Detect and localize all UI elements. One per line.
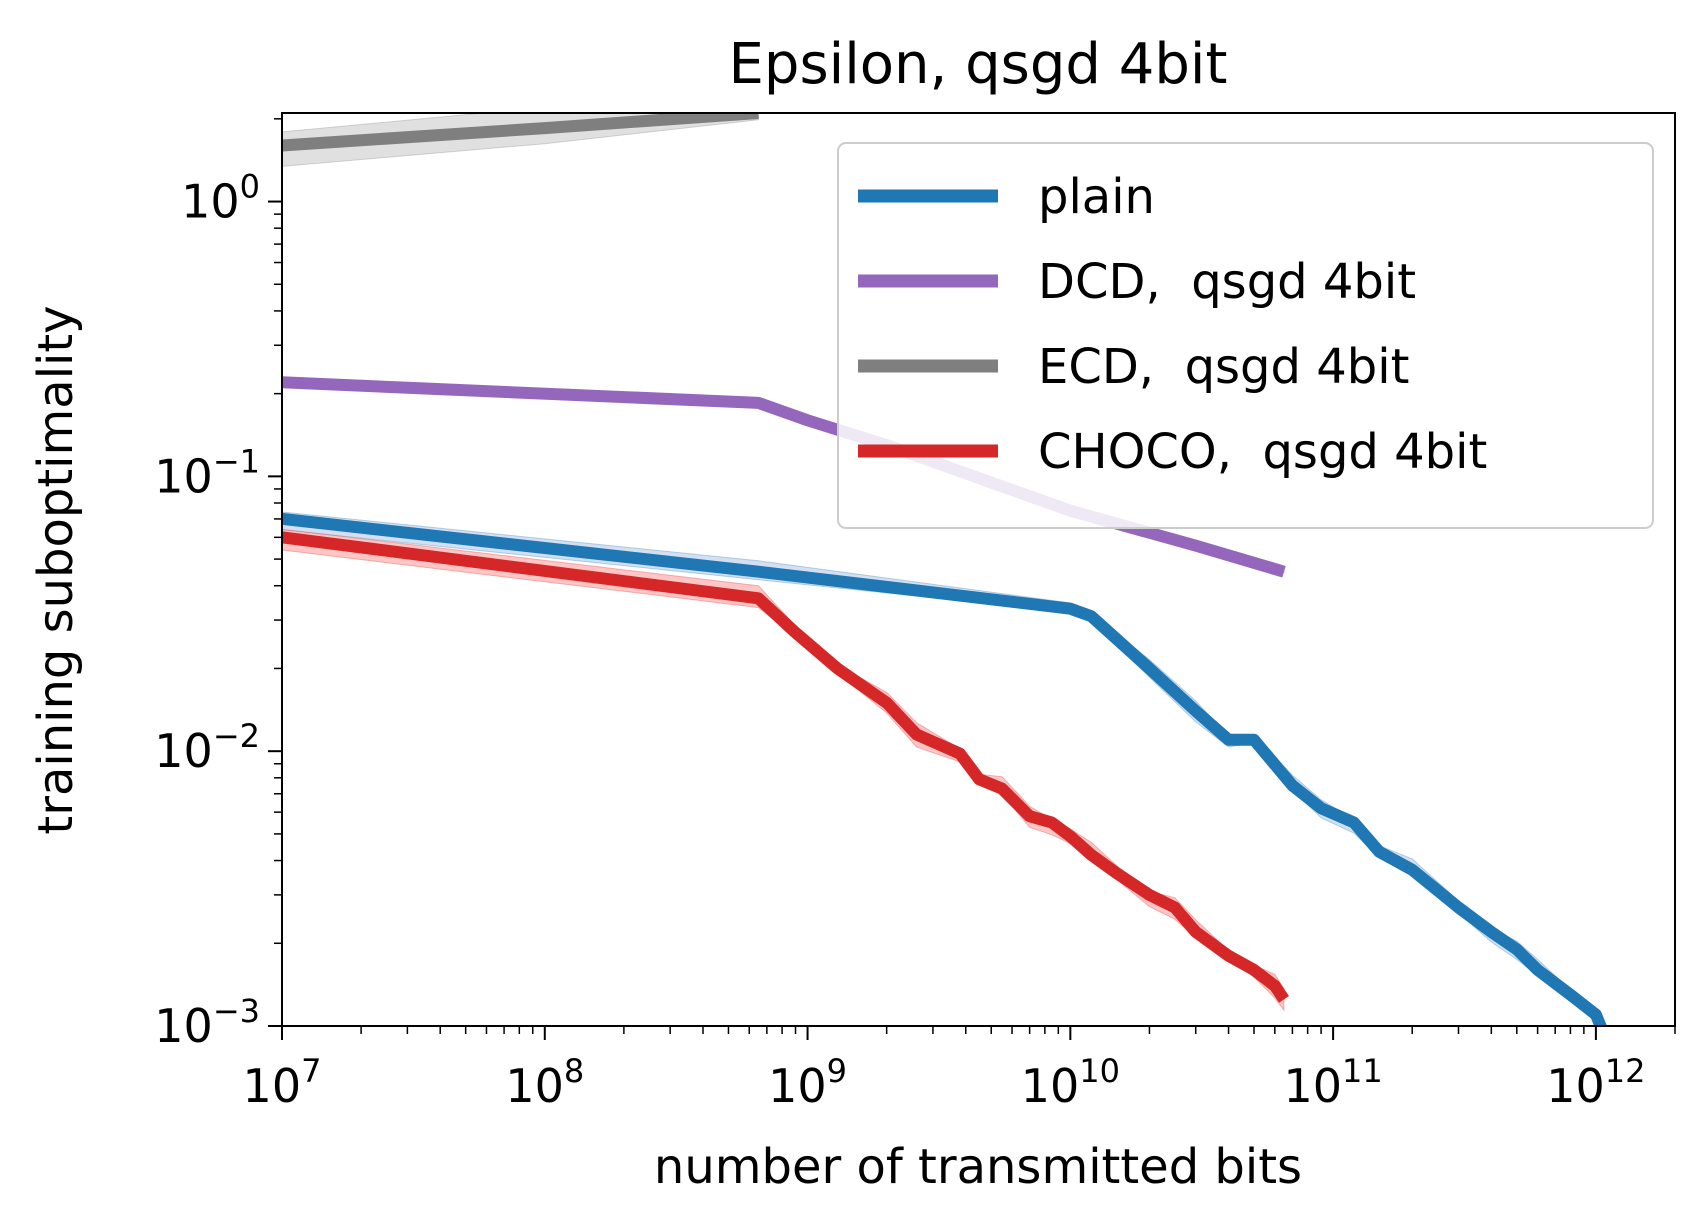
x-tick-label: 107 bbox=[243, 1052, 322, 1113]
y-minor-ticks bbox=[274, 118, 282, 945]
y-tick-label: 10−2 bbox=[154, 717, 260, 778]
x-tick-label: 1010 bbox=[1021, 1052, 1120, 1113]
x-tick-label: 108 bbox=[505, 1052, 584, 1113]
legend-label-0: plain bbox=[1038, 169, 1155, 225]
chart-title: Epsilon, qsgd 4bit bbox=[729, 32, 1228, 97]
x-axis-label: number of transmitted bits bbox=[654, 1139, 1302, 1195]
legend: plain DCD, qsgd 4bit ECD, qsgd 4bit CHOCO, … bbox=[837, 142, 1654, 529]
x-minor-ticks bbox=[360, 1026, 1676, 1034]
plot-frame bbox=[281, 112, 1676, 1027]
y-tick-label: 100 bbox=[181, 168, 260, 229]
x-tick-label: 1012 bbox=[1546, 1052, 1645, 1113]
y-axis-label: training suboptimality bbox=[28, 305, 84, 834]
legend-box bbox=[837, 142, 1654, 529]
x-tick-label: 1011 bbox=[1283, 1052, 1382, 1113]
legend-label-1: DCD, qsgd 4bit bbox=[1038, 254, 1416, 310]
y-tick-label: 10−3 bbox=[154, 992, 260, 1053]
y-major-ticks: 10−3 10−2 10−1 100 bbox=[154, 168, 282, 1053]
y-tick-label: 10−1 bbox=[154, 442, 260, 503]
x-tick-label: 109 bbox=[768, 1052, 847, 1113]
legend-label-2: ECD, qsgd 4bit bbox=[1038, 339, 1409, 395]
x-major-ticks: 107 108 109 1010 1011 1012 bbox=[243, 1026, 1646, 1113]
legend-label-3: CHOCO, qsgd 4bit bbox=[1038, 424, 1487, 480]
series-line-0 bbox=[282, 512, 1608, 1026]
